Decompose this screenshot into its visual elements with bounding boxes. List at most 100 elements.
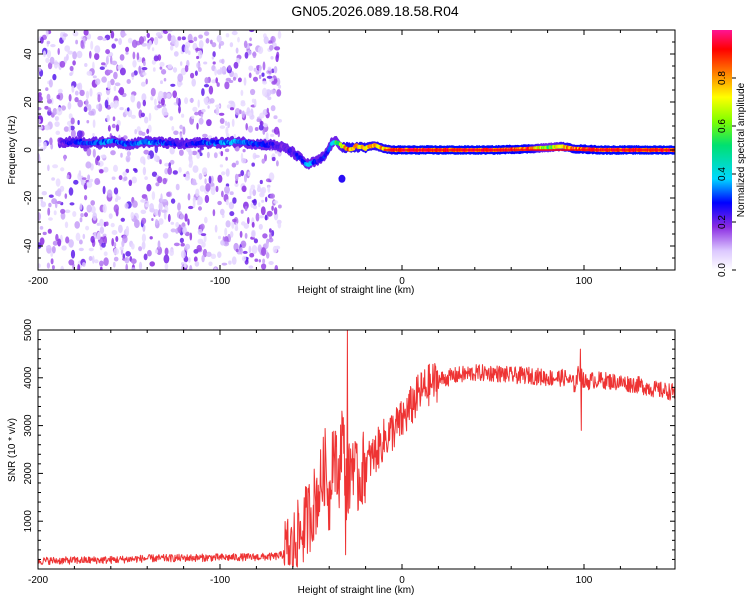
noise-blob bbox=[248, 245, 252, 254]
noise-blob bbox=[96, 231, 101, 241]
noise-blob bbox=[204, 31, 210, 36]
noise-blob bbox=[171, 125, 175, 131]
noise-blob bbox=[267, 186, 271, 193]
noise-blob bbox=[72, 31, 79, 37]
noise-blob bbox=[97, 35, 104, 41]
noise-blob bbox=[240, 89, 244, 96]
noise-blob bbox=[49, 137, 53, 145]
noise-blob bbox=[71, 85, 75, 93]
noise-blob bbox=[268, 261, 274, 265]
noise-blob bbox=[241, 157, 247, 164]
noise-blob bbox=[143, 149, 150, 155]
noise-blob bbox=[184, 44, 189, 54]
figure-title: GN05.2026.089.18.58.R04 bbox=[291, 3, 459, 19]
noise-blob bbox=[141, 241, 146, 250]
noise-blob bbox=[263, 36, 269, 45]
noise-blob bbox=[136, 101, 141, 109]
noise-blob bbox=[51, 198, 57, 205]
noise-blob bbox=[161, 199, 168, 203]
noise-blob bbox=[217, 235, 222, 240]
noise-blob bbox=[194, 261, 200, 267]
noise-blob bbox=[43, 141, 47, 150]
noise-blob bbox=[252, 205, 258, 210]
noise-blob bbox=[216, 82, 220, 87]
noise-blob bbox=[94, 52, 100, 61]
noise-blob bbox=[103, 257, 109, 266]
x-tick-label: 0 bbox=[399, 276, 405, 287]
noise-blob bbox=[207, 105, 210, 109]
noise-blob bbox=[140, 156, 146, 164]
noise-blob bbox=[179, 213, 184, 220]
noise-blob bbox=[131, 39, 138, 48]
noise-blob bbox=[86, 181, 93, 188]
noise-blob bbox=[123, 176, 128, 182]
noise-blob bbox=[220, 151, 224, 157]
noise-blob bbox=[198, 40, 204, 49]
noise-blob bbox=[144, 116, 149, 124]
noise-blob bbox=[140, 199, 146, 203]
noise-blob bbox=[230, 231, 234, 238]
noise-blob bbox=[258, 223, 263, 230]
noise-blob bbox=[114, 38, 118, 42]
noise-blob bbox=[143, 61, 146, 66]
noise-blob bbox=[221, 65, 227, 75]
noise-blob bbox=[229, 191, 234, 196]
noise-blob bbox=[221, 262, 228, 266]
y-tick-label: 40 bbox=[23, 48, 34, 60]
noise-blob bbox=[215, 104, 221, 108]
noise-blob bbox=[169, 116, 174, 121]
noise-blob bbox=[187, 218, 190, 226]
noise-blob bbox=[258, 259, 261, 263]
noise-blob bbox=[198, 67, 202, 72]
noise-blob bbox=[242, 148, 246, 153]
noise-blob bbox=[74, 97, 79, 103]
noise-blob bbox=[170, 45, 174, 51]
noise-blob bbox=[204, 194, 210, 204]
noise-blob bbox=[99, 66, 105, 70]
y-tick-label: 3000 bbox=[23, 414, 34, 437]
noise-blob bbox=[55, 233, 59, 242]
noise-blob bbox=[160, 193, 163, 203]
noise-blob bbox=[120, 217, 126, 222]
noise-blob bbox=[103, 235, 107, 245]
noise-blob bbox=[140, 81, 146, 87]
noise-blob bbox=[158, 209, 161, 218]
noise-blob bbox=[156, 246, 163, 256]
noise-blob bbox=[178, 105, 181, 114]
noise-blob bbox=[38, 95, 43, 102]
noise-blob bbox=[142, 99, 146, 107]
noise-blob bbox=[49, 56, 55, 64]
noise-blob bbox=[261, 247, 267, 257]
noise-blob bbox=[212, 51, 216, 58]
noise-blob bbox=[249, 37, 252, 42]
noise-blob bbox=[45, 245, 52, 249]
noise-blob bbox=[264, 214, 268, 221]
noise-blob bbox=[247, 171, 251, 177]
noise-blob bbox=[188, 50, 191, 55]
noise-blob bbox=[239, 109, 242, 115]
noise-blob bbox=[221, 190, 224, 198]
noise-blob bbox=[38, 67, 42, 72]
noise-blob bbox=[271, 68, 275, 74]
noise-blob bbox=[147, 249, 152, 257]
noise-blob bbox=[245, 257, 249, 262]
noise-blob bbox=[147, 154, 151, 160]
noise-blob bbox=[47, 107, 52, 112]
noise-blob bbox=[188, 40, 194, 44]
snr-series-line bbox=[38, 330, 675, 568]
noise-blob bbox=[273, 115, 278, 120]
noise-blob bbox=[52, 164, 59, 169]
noise-blob bbox=[82, 262, 86, 267]
noise-blob bbox=[184, 213, 188, 222]
noise-blob bbox=[92, 255, 95, 264]
noise-blob bbox=[55, 116, 60, 121]
noise-blob bbox=[244, 51, 249, 59]
noise-blob bbox=[167, 64, 173, 69]
noise-blob bbox=[84, 212, 88, 218]
noise-blob bbox=[181, 113, 185, 118]
noise-blob bbox=[247, 217, 250, 225]
noise-blob bbox=[273, 207, 278, 215]
noise-blob bbox=[63, 154, 66, 162]
noise-blob bbox=[244, 173, 247, 183]
noise-blob bbox=[124, 202, 129, 209]
